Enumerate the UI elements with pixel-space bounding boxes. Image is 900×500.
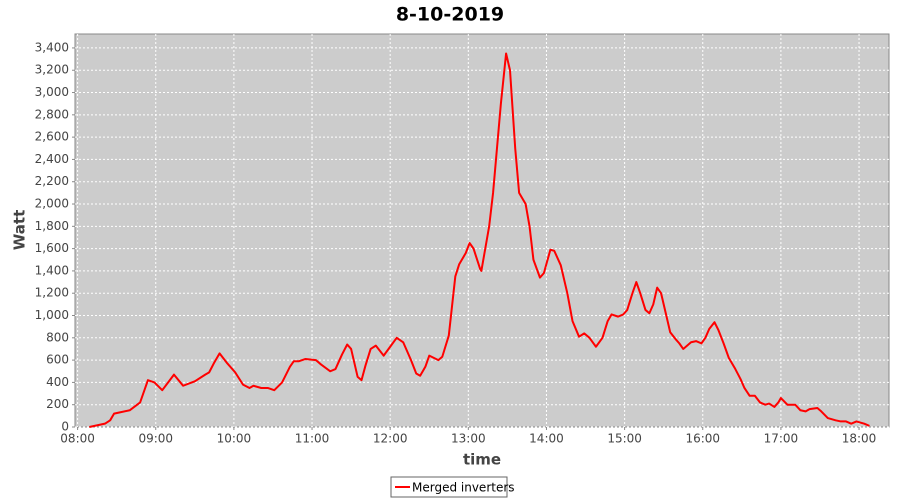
legend-label: Merged inverters bbox=[412, 481, 515, 495]
chart-title: 8-10-2019 bbox=[396, 4, 504, 26]
y-tick-label: 2,800 bbox=[35, 107, 69, 121]
y-tick-label: 3,000 bbox=[35, 85, 69, 99]
x-tick-label: 16:00 bbox=[685, 432, 720, 446]
y-tick-label: 1,400 bbox=[35, 263, 69, 277]
x-tick-label: 10:00 bbox=[217, 432, 252, 446]
y-tick-label: 0 bbox=[61, 420, 69, 434]
y-tick-label: 3,400 bbox=[35, 40, 69, 54]
y-tick-label: 2,400 bbox=[35, 152, 69, 166]
y-axis-label: Watt bbox=[11, 210, 29, 250]
x-tick-label: 12:00 bbox=[373, 432, 408, 446]
x-axis-label: time bbox=[463, 451, 501, 469]
grid bbox=[75, 34, 889, 428]
plot-area bbox=[74, 33, 890, 428]
line-series bbox=[89, 52, 870, 428]
y-tick-label: 1,200 bbox=[35, 286, 69, 300]
y-tick-label: 2,200 bbox=[35, 174, 69, 188]
x-tick-label: 13:00 bbox=[451, 432, 486, 446]
y-tick-label: 200 bbox=[46, 397, 69, 411]
y-tick-label: 2,000 bbox=[35, 197, 69, 211]
y-tick-label: 3,200 bbox=[35, 63, 69, 77]
x-tick-label: 08:00 bbox=[60, 432, 95, 446]
y-tick-label: 800 bbox=[46, 330, 69, 344]
x-tick-label: 17:00 bbox=[764, 432, 799, 446]
y-tick-label: 400 bbox=[46, 375, 69, 389]
y-tick-label: 1,800 bbox=[35, 219, 69, 233]
y-tick-label: 2,600 bbox=[35, 130, 69, 144]
y-tick-label: 600 bbox=[46, 353, 69, 367]
x-tick-label: 14:00 bbox=[529, 432, 564, 446]
x-tick-label: 09:00 bbox=[138, 432, 173, 446]
legend bbox=[390, 476, 508, 498]
x-tick-label: 15:00 bbox=[607, 432, 642, 446]
y-tick-label: 1,000 bbox=[35, 308, 69, 322]
y-tick-label: 1,600 bbox=[35, 241, 69, 255]
x-tick-label: 11:00 bbox=[295, 432, 330, 446]
x-tick-label: 18:00 bbox=[842, 432, 877, 446]
